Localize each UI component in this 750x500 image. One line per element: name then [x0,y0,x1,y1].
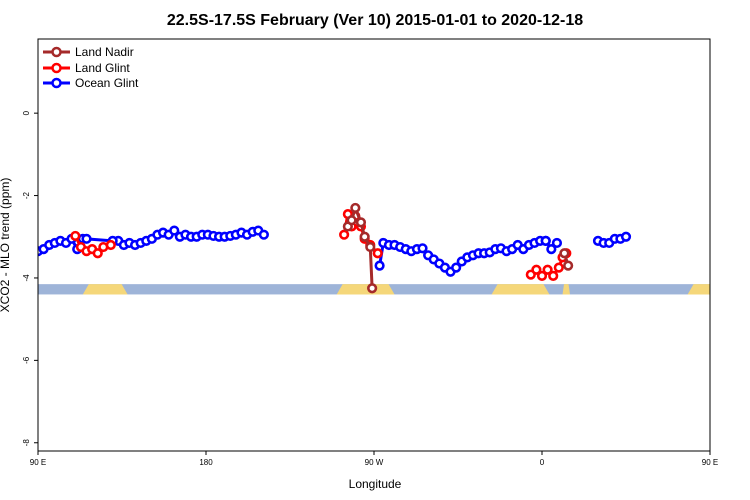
land-band-segment [336,284,395,295]
data-point [367,283,378,294]
data-point [355,217,367,228]
x-tick-label: 90 W [365,458,384,467]
data-point [169,225,180,236]
data-point [540,235,551,246]
data-point [374,260,385,271]
data-point [620,231,632,242]
y-axis-ticks: 0 -2 -4 -6 -8 [22,110,38,446]
data-point [258,229,269,240]
series-land-nadir [342,202,574,294]
data-point [553,262,564,273]
data-point [70,230,81,242]
chart-title: 22.5S-17.5S February (Ver 10) 2015-01-01… [167,12,583,29]
land-band-segment [82,284,128,295]
data-point [451,262,462,273]
data-point [536,270,548,282]
x-tick-label: 90 E [702,458,718,467]
data-point [350,202,361,214]
y-tick-label: -8 [22,439,31,447]
x-tick-label: 0 [540,458,545,467]
data-point [81,233,92,244]
data-point [346,215,357,226]
series-land-glint [70,209,572,282]
data-point [359,231,370,242]
y-tick-label: -2 [22,191,31,199]
data-point [551,237,563,249]
y-tick-label: -6 [22,356,31,364]
legend-label-land-glint: Land Glint [75,61,130,75]
data-point [339,229,350,240]
data-point [105,239,116,251]
x-axis-label: Longitude [349,477,402,491]
data-point [546,244,557,255]
data-point [365,241,376,253]
y-axis-label: XCO2 - MLO trend (ppm) [0,178,12,313]
y-tick-label: -4 [22,274,31,282]
land-band-segment [687,284,710,295]
data-point [372,248,383,259]
x-tick-label: 90 E [30,458,46,467]
legend-label-land-nadir: Land Nadir [75,45,134,59]
data-point [92,248,103,259]
land-band-segment [562,284,570,295]
x-tick-label: 180 [199,458,213,467]
data-point [559,248,570,259]
series-layer [38,202,632,294]
x-axis-ticks: 90 E 180 90 W 0 90 E [30,451,718,467]
data-point [548,270,559,282]
legend-item-ocean-glint: Ocean Glint [43,76,139,90]
legend: Land Nadir Land Glint Ocean Glint [43,45,139,90]
data-point [563,260,574,271]
legend-item-land-nadir: Land Nadir [43,45,134,59]
data-point [531,264,542,275]
data-point [417,243,428,254]
data-point [542,264,553,275]
legend-item-land-glint: Land Glint [43,61,130,75]
land-band-segment [491,284,550,295]
land-ocean-band [38,284,710,295]
y-tick-label: 0 [22,110,31,115]
legend-label-ocean-glint: Ocean Glint [75,76,139,90]
series-ocean-glint [38,225,632,277]
